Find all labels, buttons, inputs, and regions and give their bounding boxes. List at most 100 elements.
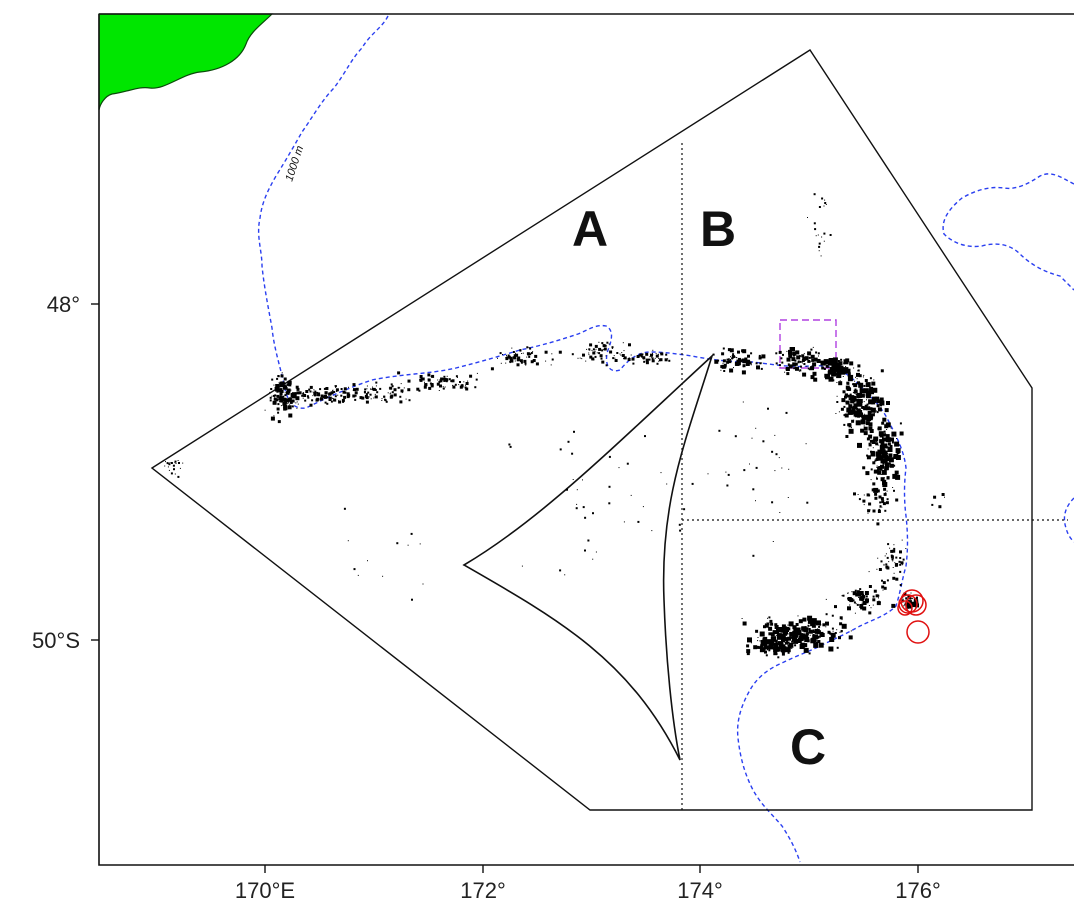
fishing-position-point: [287, 402, 289, 404]
fishing-position-point: [879, 506, 881, 508]
fishing-position-point: [837, 367, 843, 373]
fishing-position-point: [314, 394, 316, 397]
fishing-position-point: [366, 388, 368, 390]
fishing-position-point: [862, 601, 867, 605]
fishing-position-point: [313, 389, 315, 391]
fishing-position-point: [658, 358, 660, 359]
fishing-position-point: [841, 595, 843, 597]
fishing-position-point: [916, 596, 918, 599]
fishing-position-point: [870, 451, 876, 457]
fishing-position-point: [729, 368, 734, 373]
fishing-position-point: [767, 649, 768, 651]
fishing-position-point: [330, 391, 334, 395]
fishing-position-point: [817, 621, 819, 623]
fishing-position-point: [347, 540, 349, 542]
fishing-position-point: [883, 563, 885, 565]
fishing-position-point: [333, 399, 336, 402]
fishing-position-point: [623, 350, 625, 352]
fishing-position-point: [823, 205, 825, 207]
fishing-position-point: [274, 396, 276, 398]
fishing-position-point: [867, 509, 871, 513]
fishing-position-point: [446, 375, 448, 377]
fishing-position-point: [822, 623, 826, 627]
fishing-position-point: [619, 353, 621, 355]
fishing-position-point: [317, 392, 321, 396]
fishing-position-point: [806, 365, 808, 367]
fishing-position-point: [332, 398, 334, 400]
fishing-position-point: [589, 349, 591, 351]
fishing-position-point: [725, 471, 727, 473]
fishing-position-point: [287, 405, 292, 410]
fishing-position-point: [679, 529, 682, 532]
fishing-position-point: [760, 644, 764, 648]
fishing-position-point: [407, 388, 411, 392]
fishing-position-point: [909, 605, 913, 609]
fishing-position-point: [815, 235, 817, 237]
fishing-position-point: [819, 631, 824, 636]
fishing-position-point: [775, 646, 781, 652]
fishing-position-point: [843, 423, 846, 426]
fishing-position-point: [851, 395, 857, 401]
fishing-position-point: [338, 400, 339, 402]
fishing-position-point: [788, 349, 792, 354]
fishing-position-point: [802, 617, 807, 622]
fishing-position-point: [591, 357, 595, 361]
fishing-position-point: [528, 355, 531, 358]
fishing-position-point: [450, 380, 452, 381]
fishing-position-point: [325, 387, 329, 390]
fishing-position-point: [907, 596, 909, 598]
fishing-position-point: [873, 436, 879, 442]
fishing-position-point: [753, 645, 758, 650]
fishing-position-point: [807, 624, 810, 627]
fishing-position-point: [476, 372, 478, 374]
fishing-position-point: [857, 422, 859, 423]
fishing-position-point: [365, 400, 369, 404]
fishing-position-point: [782, 353, 784, 356]
fishing-position-point: [834, 605, 837, 609]
fishing-position-point: [874, 496, 878, 500]
fishing-position-point: [443, 375, 446, 378]
fishing-position-point: [364, 388, 367, 391]
fishing-position-point: [519, 359, 523, 363]
fishing-position-point: [884, 424, 889, 429]
x-tick-label: 174°: [677, 878, 723, 903]
fishing-position-point: [532, 351, 534, 353]
fishing-position-point: [327, 396, 329, 398]
fishing-position-point: [797, 615, 799, 617]
fishing-position-point: [374, 389, 377, 391]
fishing-position-point: [576, 503, 578, 505]
fishing-position-point: [899, 584, 902, 586]
fishing-position-point: [271, 395, 273, 397]
fishing-position-point: [736, 357, 738, 359]
fishing-position-point: [776, 627, 778, 629]
fishing-position-point: [828, 646, 834, 652]
fishing-position-point: [427, 373, 431, 377]
fishing-position-point: [881, 579, 883, 582]
fishing-position-point: [582, 506, 585, 509]
fishing-position-point: [440, 386, 442, 388]
fishing-position-point: [618, 467, 620, 469]
fishing-position-point: [678, 523, 681, 526]
fishing-position-point: [847, 372, 851, 376]
fishing-position-point: [866, 403, 869, 406]
fishing-position-point: [407, 544, 409, 546]
fishing-position-point: [815, 351, 818, 354]
fishing-position-point: [866, 601, 869, 604]
fishing-position-point: [278, 388, 283, 393]
fishing-position-point: [792, 636, 797, 642]
fishing-position-point: [836, 395, 838, 397]
fishing-position-point: [847, 423, 851, 427]
fishing-position-point: [779, 512, 781, 513]
fishing-position-point: [838, 636, 841, 640]
fishing-position-point: [628, 343, 631, 347]
fishing-position-point: [323, 387, 326, 390]
fishing-position-point: [825, 621, 829, 626]
fishing-position-point: [361, 396, 365, 400]
fishing-position-point: [854, 403, 858, 407]
fishing-position-point: [821, 197, 824, 200]
fishing-position-point: [849, 361, 854, 366]
fishing-position-point: [292, 393, 295, 395]
fishing-position-point: [508, 443, 511, 446]
fishing-position-point: [818, 355, 819, 357]
fishing-position-point: [872, 461, 876, 465]
